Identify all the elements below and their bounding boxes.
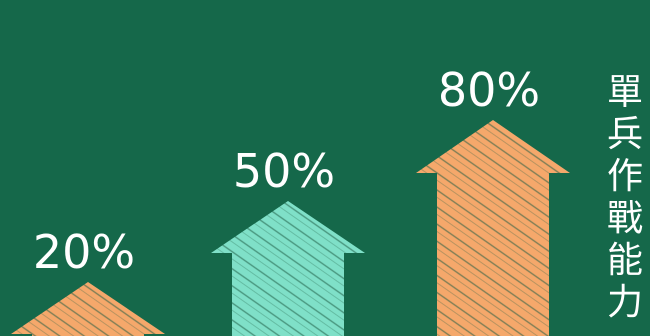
arrow-bar-1 (11, 282, 165, 336)
data-label-3: 80% (438, 63, 540, 117)
data-label-2: 50% (233, 144, 335, 198)
data-label-1: 20% (33, 225, 135, 279)
arrow-bar-3 (416, 120, 570, 336)
side-label: 單兵作戰能力 (606, 72, 643, 323)
chart-marks: 20% 50% 80% (11, 63, 570, 336)
arrow-bar-2 (211, 201, 365, 336)
